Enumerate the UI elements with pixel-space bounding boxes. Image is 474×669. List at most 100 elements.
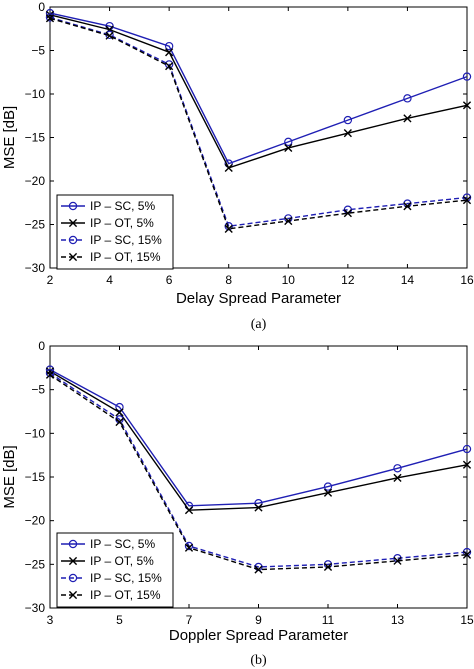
- x-tick-label: 14: [401, 273, 415, 287]
- legend-entry: IP – SC, 5%: [61, 199, 155, 213]
- legend-box: [56, 194, 174, 270]
- x-marker: [284, 216, 293, 226]
- legend-entry: IP – SC, 15%: [61, 571, 162, 585]
- x-marker: [224, 163, 233, 173]
- series-1: [45, 365, 472, 511]
- x-tick-label: 11: [322, 613, 335, 627]
- circle-marker: [224, 222, 233, 231]
- legend-entry: IP – SC, 5%: [61, 537, 155, 551]
- x-tick-label: 9: [255, 613, 262, 627]
- x-tick-label: 16: [460, 273, 474, 287]
- x-marker: [343, 129, 352, 138]
- series-line: [49, 12, 468, 165]
- legend-label: IP – OT, 15%: [90, 588, 161, 602]
- circle-marker: [45, 368, 55, 378]
- legend-label: IP – SC, 15%: [90, 233, 162, 247]
- legend-entry: IP – OT, 15%: [61, 588, 161, 602]
- circle-marker: [45, 13, 55, 22]
- y-tick-label: −20: [25, 514, 46, 528]
- circle-marker: [323, 482, 333, 491]
- series-1: [45, 8, 472, 168]
- legend-label: IP – SC, 5%: [90, 537, 155, 551]
- x-tick-label: 7: [186, 613, 193, 627]
- series-4: [45, 14, 472, 233]
- y-tick-label: 0: [38, 339, 45, 353]
- y-axis-label: MSE [dB]: [1, 445, 18, 508]
- x-marker: [45, 10, 55, 19]
- legend-entry: IP – OT, 5%: [61, 554, 154, 568]
- x-tick-label: 5: [116, 613, 123, 627]
- x-marker: [462, 460, 472, 469]
- circle-marker: [68, 573, 78, 583]
- x-tick-label: 3: [47, 613, 54, 627]
- circle-marker: [68, 235, 78, 245]
- x-marker: [165, 62, 174, 71]
- x-marker: [45, 367, 55, 376]
- legend-entry: IP – OT, 5%: [61, 216, 154, 230]
- figure-caption: (a): [251, 317, 267, 332]
- x-axis-label: Doppler Spread Parameter: [169, 627, 348, 644]
- x-tick-label: 8: [225, 273, 232, 287]
- x-tick-label: 4: [106, 273, 113, 287]
- y-tick-label: −10: [25, 87, 46, 101]
- x-marker: [403, 202, 412, 211]
- circle-marker: [284, 214, 293, 223]
- legend-label: IP – OT, 5%: [90, 216, 154, 230]
- x-marker: [105, 31, 114, 40]
- x-marker: [254, 503, 263, 512]
- series-line: [49, 17, 468, 230]
- x-marker: [184, 543, 194, 552]
- chart-b: 3 5 7 9 11 13 15 0 −5 −10 −15 −20 −25 −30 Doppler Spre…: [1, 339, 474, 668]
- legend-label: IP – OT, 15%: [90, 250, 161, 264]
- x-marker: [68, 252, 78, 262]
- figure-caption: (b): [250, 653, 267, 668]
- x-marker: [343, 209, 352, 218]
- x-marker: [323, 488, 333, 497]
- circle-marker: [393, 464, 402, 473]
- x-tick-label: 15: [460, 613, 474, 627]
- x-marker: [462, 101, 472, 110]
- x-marker: [115, 408, 124, 417]
- y-tick-label: −20: [25, 174, 46, 188]
- y-tick-label: −10: [25, 426, 46, 440]
- series-line: [49, 372, 468, 568]
- y-tick-label: −15: [25, 470, 46, 484]
- x-marker: [184, 506, 194, 515]
- circle-marker: [343, 115, 353, 125]
- x-marker: [393, 556, 402, 565]
- chart-a: 2 4 6 8 10 12 14 16 0 −5 −10 −15 −20 −25 −30 Delay Spre…: [1, 0, 474, 332]
- series-line: [49, 14, 468, 169]
- x-marker: [224, 224, 233, 233]
- series-line: [49, 368, 468, 507]
- x-marker: [68, 590, 78, 600]
- y-tick-label: −5: [31, 383, 45, 397]
- series-3: [45, 13, 472, 231]
- y-tick-label: −30: [25, 261, 46, 275]
- circle-marker: [403, 94, 412, 103]
- series-line: [49, 16, 468, 228]
- series-2: [45, 367, 472, 515]
- y-tick-label: −25: [25, 557, 46, 571]
- y-tick-label: −25: [25, 218, 46, 232]
- series-4: [45, 370, 472, 574]
- circle-marker: [115, 402, 124, 412]
- x-tick-label: 12: [341, 273, 355, 287]
- x-marker: [45, 370, 55, 379]
- circle-marker: [462, 72, 472, 81]
- y-tick-label: −15: [25, 131, 46, 145]
- x-marker: [165, 48, 174, 57]
- circle-marker: [68, 539, 78, 549]
- circle-marker: [462, 193, 472, 202]
- circle-marker: [284, 137, 293, 147]
- circle-marker: [184, 541, 194, 551]
- legend-entry: IP – SC, 15%: [61, 233, 162, 247]
- x-marker: [254, 565, 263, 574]
- x-marker: [462, 550, 472, 559]
- legend: IP – SC, 5% IP – OT, 5% IP – SC, 15% IP – O…: [56, 532, 174, 608]
- legend-entry: IP – OT, 15%: [61, 250, 161, 264]
- circle-marker: [164, 41, 174, 51]
- circle-marker: [68, 201, 78, 211]
- legend-label: IP – SC, 15%: [90, 571, 162, 585]
- legend-label: IP – SC, 5%: [90, 199, 155, 213]
- x-marker: [323, 562, 333, 572]
